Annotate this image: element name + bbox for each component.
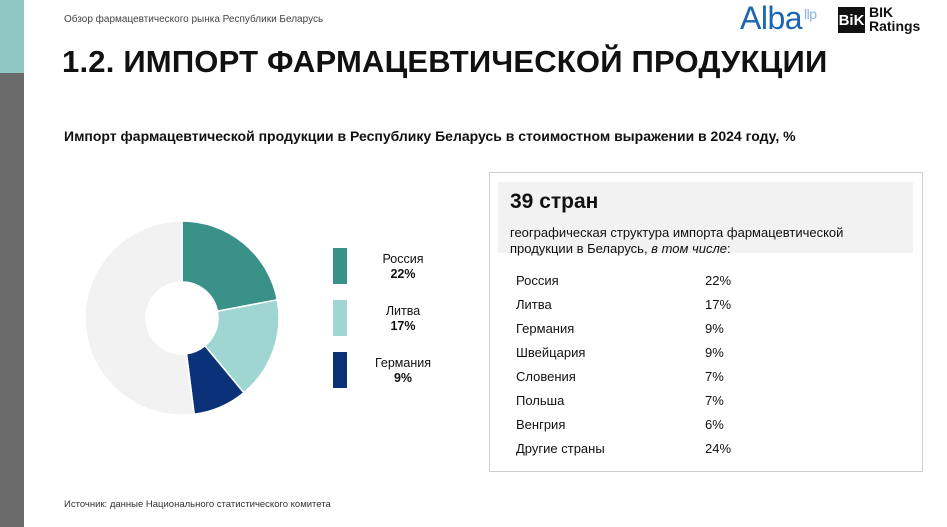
country-name: Германия bbox=[516, 321, 575, 336]
country-row: Литва 17% bbox=[516, 297, 916, 321]
legend-swatch bbox=[333, 248, 347, 284]
donut-slice-Литва bbox=[203, 298, 280, 394]
header-note: Обзор фармацевтического рынка Республики… bbox=[64, 14, 324, 25]
alba-logo: Alba llp bbox=[740, 0, 817, 37]
country-count: 39 стран bbox=[510, 190, 599, 213]
info-desc-italic: в том числе bbox=[651, 241, 728, 256]
chart-title: Импорт фармацевтической продукции в Респ… bbox=[64, 128, 796, 144]
donut-slice-other bbox=[84, 220, 195, 416]
donut-slice-Россия bbox=[181, 220, 279, 313]
country-row: Другие страны 24% bbox=[516, 441, 916, 465]
legend-label: Германия bbox=[374, 356, 432, 370]
country-row: Германия 9% bbox=[516, 321, 916, 345]
country-value: 7% bbox=[705, 369, 724, 384]
legend-swatch bbox=[333, 300, 347, 336]
page-title: 1.2. ИМПОРТ ФАРМАЦЕВТИЧЕСКОЙ ПРОДУКЦИИ bbox=[62, 44, 828, 79]
country-name: Швейцария bbox=[516, 345, 586, 360]
country-value: 17% bbox=[705, 297, 732, 312]
left-accent-bar bbox=[0, 0, 24, 73]
legend-swatch bbox=[333, 352, 347, 388]
country-row: Венгрия 6% bbox=[516, 417, 916, 441]
info-header: 39 стран географическая структура импорт… bbox=[498, 182, 913, 256]
bik-logo-mark: BiK bbox=[838, 7, 865, 33]
legend-item: Германия 9% bbox=[333, 352, 453, 392]
left-decorative-bar bbox=[0, 0, 24, 527]
country-row: Словения 7% bbox=[516, 369, 916, 393]
info-desc-main: географическая структура импорта фармаце… bbox=[510, 225, 844, 256]
legend-label: Литва bbox=[385, 304, 421, 318]
country-value: 24% bbox=[705, 441, 732, 456]
country-value: 9% bbox=[705, 321, 724, 336]
bik-logo-line2: Ratings bbox=[869, 18, 921, 34]
country-value: 6% bbox=[705, 417, 724, 432]
country-row: Россия 22% bbox=[516, 273, 916, 297]
alba-logo-text: Alba bbox=[740, 0, 803, 36]
country-value: 7% bbox=[705, 393, 724, 408]
legend-value: 17% bbox=[390, 319, 416, 333]
country-row: Польша 7% bbox=[516, 393, 916, 417]
legend-label: Россия bbox=[382, 252, 424, 266]
donut-chart bbox=[84, 220, 280, 416]
legend-item: Литва 17% bbox=[333, 300, 453, 340]
legend-value: 9% bbox=[393, 371, 413, 385]
info-desc-end: : bbox=[727, 241, 731, 256]
country-value: 9% bbox=[705, 345, 724, 360]
country-name: Словения bbox=[516, 369, 576, 384]
info-description: географическая структура импорта фармаце… bbox=[510, 225, 905, 257]
legend-value: 22% bbox=[390, 267, 416, 281]
alba-logo-suffix: llp bbox=[804, 6, 817, 22]
country-name: Венгрия bbox=[516, 417, 566, 432]
legend-item: Россия 22% bbox=[333, 248, 453, 288]
country-row: Швейцария 9% bbox=[516, 345, 916, 369]
country-name: Россия bbox=[516, 273, 559, 288]
country-name: Другие страны bbox=[516, 441, 605, 456]
bik-logo-line1: BIK bbox=[869, 4, 894, 20]
info-box: 39 стран географическая структура импорт… bbox=[489, 172, 923, 472]
bik-logo-text: BIK Ratings bbox=[869, 5, 920, 33]
source-note: Источник: данные Национального статистич… bbox=[64, 499, 331, 510]
country-name: Польша bbox=[516, 393, 565, 408]
country-value: 22% bbox=[705, 273, 732, 288]
country-name: Литва bbox=[516, 297, 552, 312]
